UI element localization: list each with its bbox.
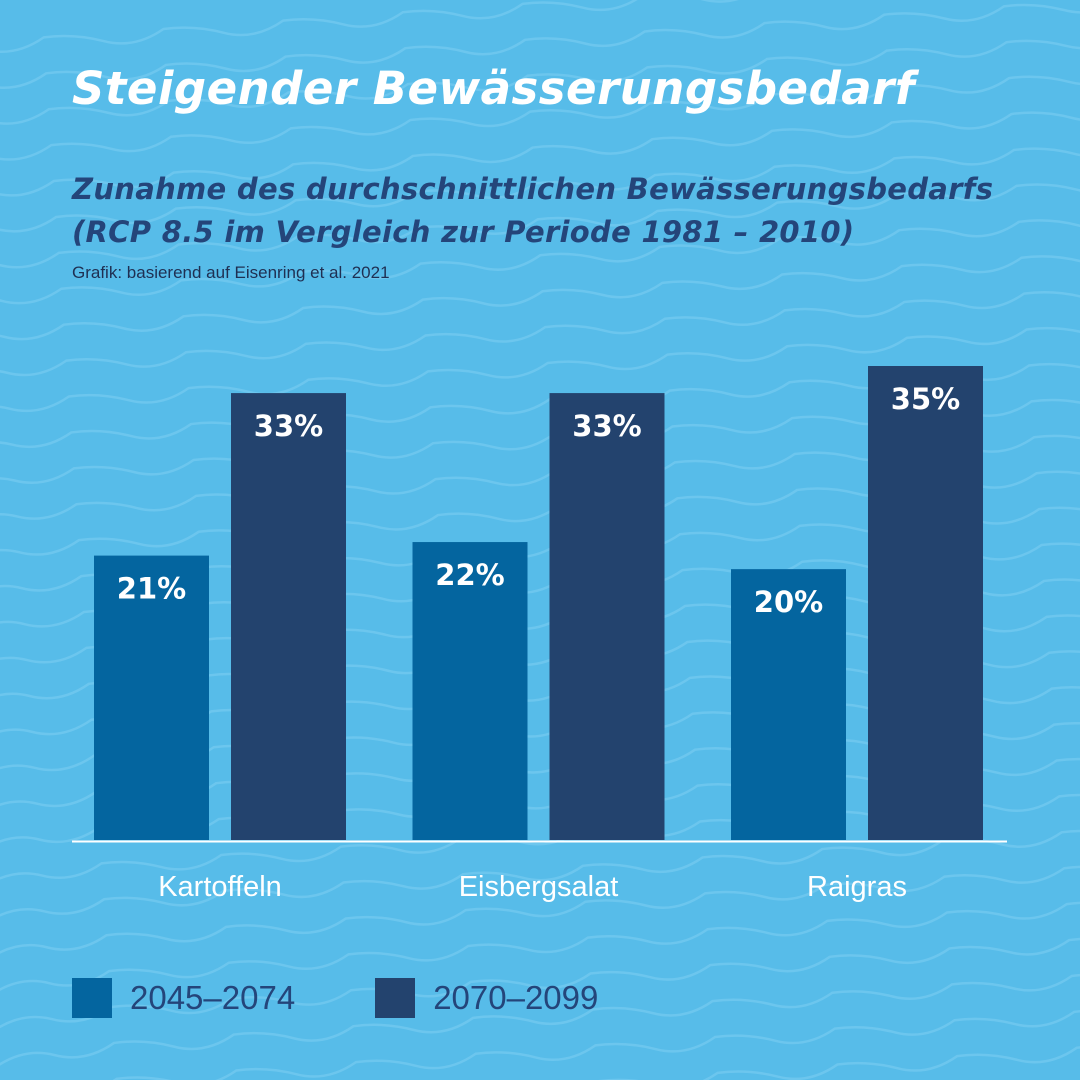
bar-raigras-series-1	[731, 569, 846, 840]
bar-raigras-series-2	[868, 366, 983, 840]
bar-eisbergsalat-series-2	[549, 393, 665, 840]
subtitle-line-2: (RCP 8.5 im Vergleich zur Periode 1981 –…	[72, 215, 855, 249]
bar-kartoffeln-series-2	[231, 393, 346, 840]
legend-label-series-1: 2045–2074	[130, 979, 296, 1016]
bar-eisbergsalat-series-1	[412, 542, 528, 840]
category-label: Raigras	[807, 871, 907, 903]
wave-line	[0, 320, 1080, 422]
wave-line	[0, 894, 1080, 997]
subtitle-line-1: Zunahme des durchschnittlichen Bewässeru…	[72, 172, 994, 206]
wave-line	[0, 0, 1080, 63]
wave-line	[0, 104, 1080, 207]
wave-line	[0, 284, 1080, 386]
wave-line	[0, 1038, 1080, 1080]
wave-line	[0, 0, 1080, 99]
bar-value-label: 21%	[117, 572, 186, 606]
legend-item-series-2: 2070–2099	[375, 978, 598, 1018]
chart-title: Steigender Bewässerungsbedarf	[72, 62, 915, 115]
wave-line	[0, 248, 1080, 351]
bar-value-label: 33%	[572, 409, 641, 443]
wave-line	[0, 1002, 1080, 1080]
legend-swatch-series-2	[375, 978, 416, 1018]
wave-line	[0, 140, 1080, 243]
category-label: Eisbergsalat	[459, 871, 619, 903]
legend-swatch-series-1	[72, 978, 112, 1018]
bar-kartoffeln-series-1	[94, 555, 209, 840]
source-note: Grafik: basierend auf Eisenring et al. 2…	[72, 263, 390, 282]
wave-line	[0, 32, 1080, 135]
legend-item-series-1: 2045–2074	[72, 978, 295, 1018]
bar-value-label: 22%	[435, 558, 504, 592]
bar-value-label: 20%	[754, 585, 823, 619]
wave-line	[0, 176, 1080, 279]
wave-line	[0, 966, 1080, 1069]
wave-line	[0, 930, 1080, 1033]
wave-line	[0, 212, 1080, 315]
chart-subtitle: Zunahme des durchschnittlichen Bewässeru…	[72, 168, 993, 254]
wave-line	[0, 858, 1080, 961]
wave-line	[0, 68, 1080, 171]
bar-value-label: 33%	[254, 409, 323, 443]
legend-label-series-2: 2070–2099	[433, 979, 599, 1016]
bar-value-label: 35%	[891, 382, 960, 416]
legend: 2045–2074 2070–2099	[72, 978, 678, 1018]
category-label: Kartoffeln	[158, 871, 282, 903]
